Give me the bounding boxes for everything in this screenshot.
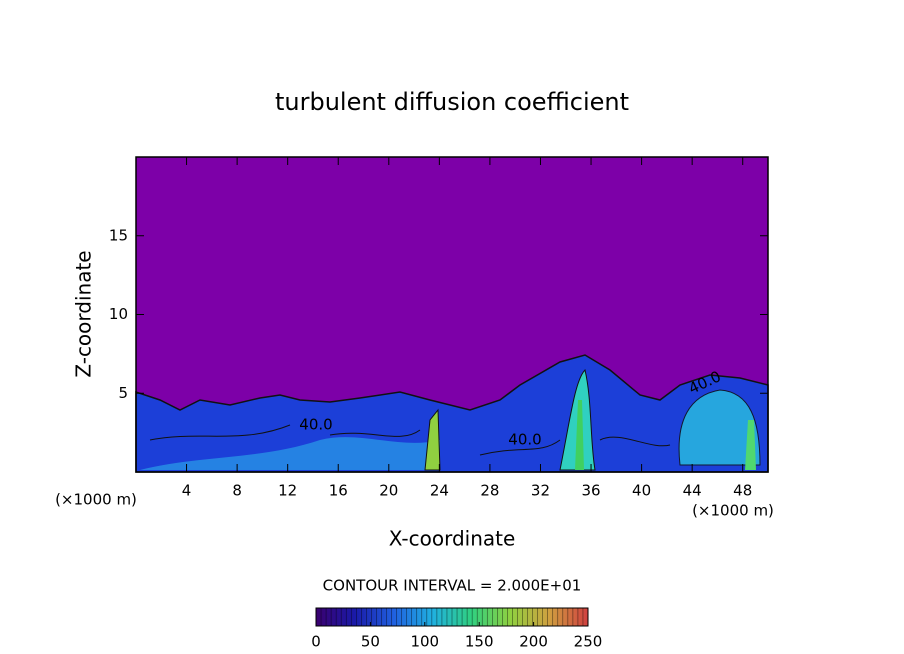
x-tick-label: 28 (480, 482, 499, 500)
x-tick-label: 48 (733, 482, 752, 500)
x-tick-label: 36 (581, 482, 600, 500)
contour-label: 40.0 (508, 431, 541, 449)
colorbar-tick-label: 200 (519, 633, 548, 651)
y-tick-label: 15 (109, 226, 128, 244)
turbulent-layer (135, 354, 769, 473)
contour-label: 40.0 (299, 416, 332, 434)
y-unit: (×1000 m) (692, 502, 774, 520)
field-patch (575, 400, 584, 470)
contour-interval: CONTOUR INTERVAL = 2.000E+01 (323, 577, 582, 595)
field-patch (678, 389, 761, 466)
field-patch (140, 437, 440, 470)
x-tick-label: 20 (379, 482, 398, 500)
x-tick-label: 8 (232, 482, 242, 500)
colorbar-tick-label: 0 (311, 633, 321, 651)
x-tick-label: 12 (278, 482, 297, 500)
y-axis-title: Z-coordinate (72, 250, 96, 377)
field-patch (745, 420, 756, 470)
colorbar-tick-label: 100 (410, 633, 439, 651)
contour-line (149, 424, 671, 456)
y-tick-label: 5 (118, 384, 128, 402)
x-tick-label: 16 (329, 482, 348, 500)
colorbar-tick-label: 150 (465, 633, 494, 651)
x-tick-label: 32 (531, 482, 550, 500)
field-patch (424, 408, 441, 471)
x-tick-label: 44 (683, 482, 702, 500)
x-axis-title: X-coordinate (389, 527, 516, 551)
x-tick-label: 40 (632, 482, 651, 500)
y-tick-label: 10 (109, 305, 128, 323)
x-tick-label: 4 (182, 482, 192, 500)
chart-title: turbulent diffusion coefficient (275, 88, 629, 116)
colorbar-tick-label: 250 (574, 633, 603, 651)
x-unit: (×1000 m) (55, 491, 137, 509)
x-tick-label: 24 (430, 482, 449, 500)
colorbar-tick-label: 50 (361, 633, 380, 651)
